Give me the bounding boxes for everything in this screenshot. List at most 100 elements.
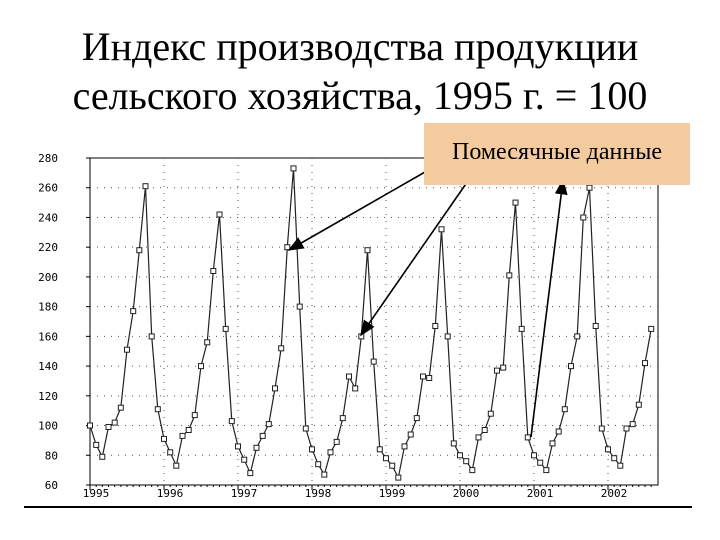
data-point (155, 407, 160, 412)
data-point (445, 334, 450, 339)
y-tick-label: 180 (38, 301, 58, 314)
data-point (476, 435, 481, 440)
data-point (377, 447, 382, 452)
data-point (186, 428, 191, 433)
data-point (482, 428, 487, 433)
data-point (569, 364, 574, 369)
data-point (599, 426, 604, 431)
x-tick-label: 1998 (305, 487, 332, 500)
data-point (525, 435, 530, 440)
data-point (556, 429, 561, 434)
data-point (427, 376, 432, 381)
data-point (402, 444, 407, 449)
data-point (242, 457, 247, 462)
callout-arrow (289, 168, 432, 250)
data-point (285, 245, 290, 250)
data-point (451, 441, 456, 446)
data-point (495, 368, 500, 373)
data-point (562, 407, 567, 412)
data-point (581, 215, 586, 220)
callout-label: Помесячные данные (452, 139, 662, 165)
data-point (649, 326, 654, 331)
data-point (100, 454, 105, 459)
data-point (328, 450, 333, 455)
y-tick-label: 260 (38, 182, 58, 195)
series-line (90, 168, 651, 477)
data-point (532, 453, 537, 458)
x-tick-label: 1999 (379, 487, 406, 500)
data-point (550, 441, 555, 446)
y-tick-label: 80 (45, 449, 58, 462)
data-point (168, 450, 173, 455)
data-point (94, 442, 99, 447)
data-point (303, 426, 308, 431)
data-point (464, 459, 469, 464)
x-tick-label: 1997 (231, 487, 258, 500)
data-point (199, 364, 204, 369)
data-point (334, 439, 339, 444)
data-point (192, 413, 197, 418)
data-point (162, 436, 167, 441)
data-point (396, 475, 401, 480)
data-point (624, 426, 629, 431)
data-point (414, 416, 419, 421)
data-point (519, 326, 524, 331)
data-point (273, 386, 278, 391)
data-point (149, 334, 154, 339)
data-point (488, 411, 493, 416)
data-point (266, 422, 271, 427)
data-point (458, 453, 463, 458)
y-tick-label: 100 (38, 420, 58, 433)
data-point (538, 460, 543, 465)
data-point (421, 374, 426, 379)
data-point (433, 324, 438, 329)
data-point (248, 471, 253, 476)
data-point (643, 361, 648, 366)
data-point (593, 324, 598, 329)
data-point (137, 248, 142, 253)
callout-arrow (361, 178, 470, 335)
data-point (507, 273, 512, 278)
x-tick-label: 2002 (601, 487, 628, 500)
y-tick-label: 240 (38, 211, 58, 224)
data-point (340, 416, 345, 421)
data-point (125, 347, 130, 352)
data-point (618, 463, 623, 468)
data-point (353, 386, 358, 391)
y-tick-label: 160 (38, 330, 58, 343)
data-point (291, 166, 296, 171)
data-point (88, 423, 93, 428)
y-tick-label: 140 (38, 360, 58, 373)
bottom-divider (24, 506, 692, 508)
data-point (180, 433, 185, 438)
data-point (365, 248, 370, 253)
data-point (310, 447, 315, 452)
data-point (118, 405, 123, 410)
y-tick-label: 280 (38, 152, 58, 165)
y-tick-label: 220 (38, 241, 58, 254)
data-point (211, 269, 216, 274)
data-point (229, 419, 234, 424)
y-tick-label: 200 (38, 271, 58, 284)
data-point (112, 420, 117, 425)
data-point (316, 462, 321, 467)
data-point (390, 463, 395, 468)
data-point (384, 456, 389, 461)
data-point (408, 432, 413, 437)
data-point (217, 212, 222, 217)
plot-frame (90, 158, 658, 485)
data-point (297, 304, 302, 309)
data-point (612, 456, 617, 461)
data-point (279, 346, 284, 351)
data-point (575, 334, 580, 339)
data-point (131, 309, 136, 314)
callout-box: Помесячные данные (424, 123, 690, 185)
data-point (205, 340, 210, 345)
data-point (630, 422, 635, 427)
data-point (236, 444, 241, 449)
data-point (347, 374, 352, 379)
x-tick-label: 2001 (527, 487, 554, 500)
data-point (223, 326, 228, 331)
x-tick-label: 1995 (83, 487, 110, 500)
